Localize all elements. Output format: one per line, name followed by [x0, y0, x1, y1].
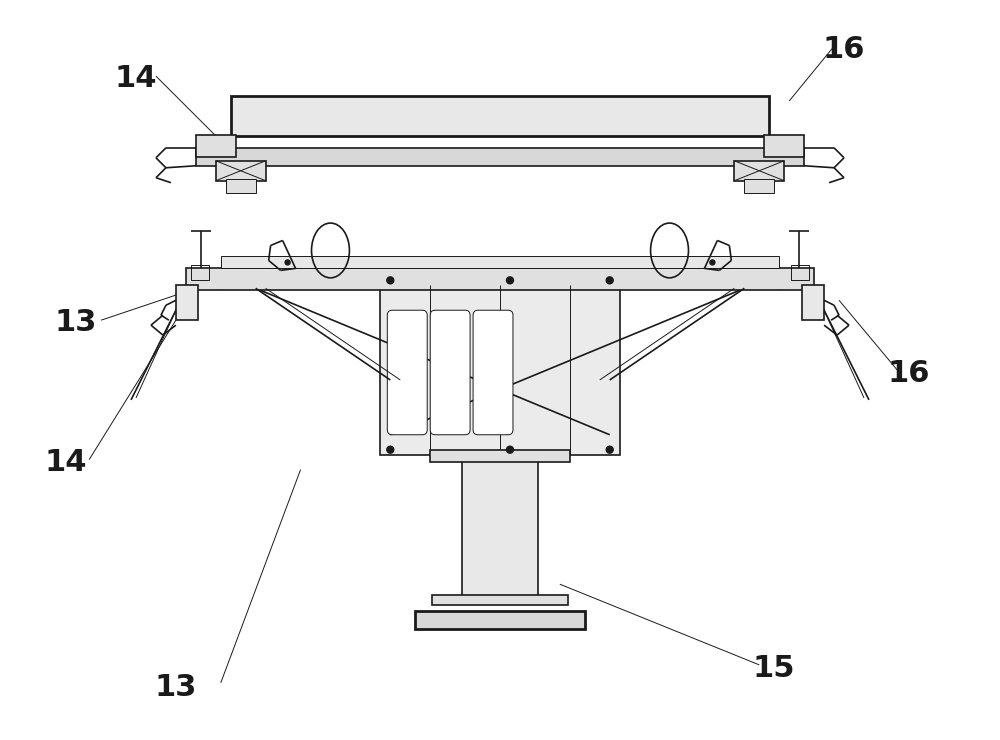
Circle shape [606, 446, 613, 453]
Text: 13: 13 [55, 308, 97, 337]
Bar [191, 266, 209, 280]
FancyBboxPatch shape [473, 310, 513, 435]
Text: 15: 15 [753, 654, 795, 683]
FancyBboxPatch shape [430, 310, 470, 435]
Bar [802, 286, 824, 320]
Bar [462, 451, 538, 599]
Text: 16: 16 [888, 359, 930, 388]
Bar [216, 161, 266, 181]
Circle shape [606, 277, 613, 284]
FancyBboxPatch shape [387, 310, 427, 435]
Bar [430, 450, 570, 462]
Bar [415, 611, 585, 629]
Bar [186, 269, 814, 290]
Circle shape [710, 260, 715, 265]
Circle shape [506, 277, 513, 284]
Bar [231, 96, 769, 136]
Bar [791, 266, 809, 280]
Text: 16: 16 [823, 35, 865, 64]
Bar [764, 135, 804, 157]
Bar [221, 257, 779, 269]
Bar [196, 135, 236, 157]
Text: 13: 13 [155, 673, 197, 702]
Bar [196, 148, 804, 166]
Circle shape [387, 277, 394, 284]
Bar [380, 286, 620, 454]
Text: 14: 14 [115, 64, 157, 93]
Circle shape [506, 446, 513, 453]
Bar [744, 179, 774, 192]
Bar [226, 179, 256, 192]
Bar [432, 595, 568, 605]
Circle shape [387, 446, 394, 453]
Bar [734, 161, 784, 181]
Bar [176, 286, 198, 320]
Text: 14: 14 [45, 448, 87, 477]
Circle shape [285, 260, 290, 265]
